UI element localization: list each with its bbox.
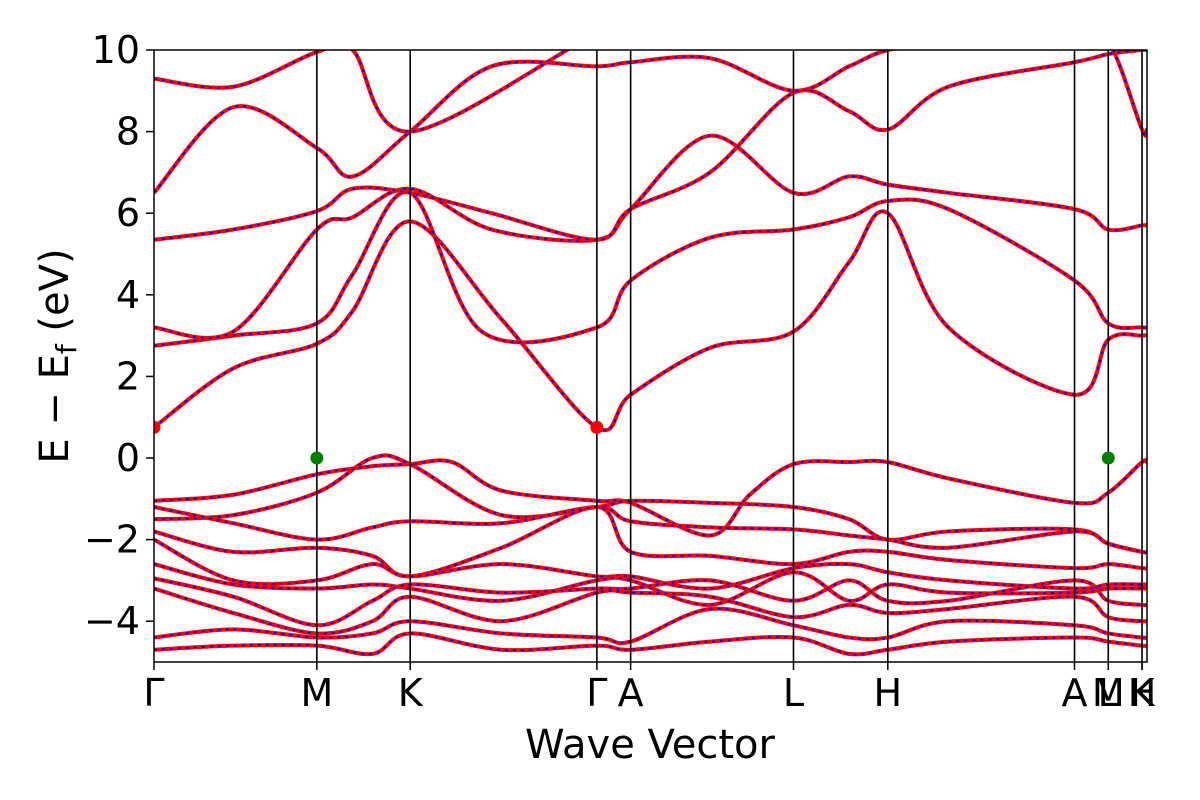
band-16-dash [154, 632, 1147, 656]
band-8-dash [154, 454, 1147, 554]
y-tick-label: 0 [116, 436, 140, 480]
y-tick-label: −4 [84, 599, 140, 643]
y-tick-label: 8 [116, 110, 140, 154]
y-tick-label: 6 [116, 191, 140, 235]
high-symmetry-lines [316, 50, 1143, 662]
band-4-dash [154, 50, 1147, 241]
markers-layer [154, 420, 1115, 465]
y-axis-label: E − Ef (eV) [32, 248, 83, 463]
x-tick-label: H [874, 671, 903, 715]
x-tick-label: M [1092, 671, 1125, 715]
x-axis-ticks: Γ M K Γ A L H A LM HK [143, 662, 1156, 715]
x-tick-label: L [1098, 671, 1119, 715]
vbm-marker [1101, 451, 1115, 465]
x-tick-label: A [1062, 671, 1088, 715]
y-tick-label: −2 [84, 518, 140, 562]
y-tick-label: 2 [116, 354, 140, 398]
y-tick-label: 10 [92, 28, 140, 72]
vbm-marker [310, 451, 324, 465]
cbm-marker [154, 420, 161, 434]
x-tick-label: M [300, 671, 333, 715]
band-7-line [154, 457, 1147, 538]
cbm-marker [590, 420, 604, 434]
x-tick-label: K [398, 671, 424, 715]
y-axis-ticks: −4 −2 0 2 4 6 8 10 [84, 28, 154, 643]
x-axis-label: Wave Vector [525, 722, 776, 768]
x-tick-label: Γ [586, 671, 607, 715]
band-2-dash [154, 191, 1147, 347]
x-tick-label: L [783, 671, 804, 715]
band-10-dash [154, 505, 1147, 578]
band-9-dash [154, 505, 1147, 554]
y-tick-label: 4 [116, 273, 140, 317]
x-tick-label: A [618, 671, 644, 715]
x-tick-label: K [1130, 671, 1156, 715]
x-tick-label: H [1128, 671, 1157, 715]
plot-frame [153, 49, 1148, 663]
x-tick-label: Γ [143, 671, 164, 715]
band-5-dash [154, 50, 1147, 194]
band-15-dash [154, 607, 1147, 645]
